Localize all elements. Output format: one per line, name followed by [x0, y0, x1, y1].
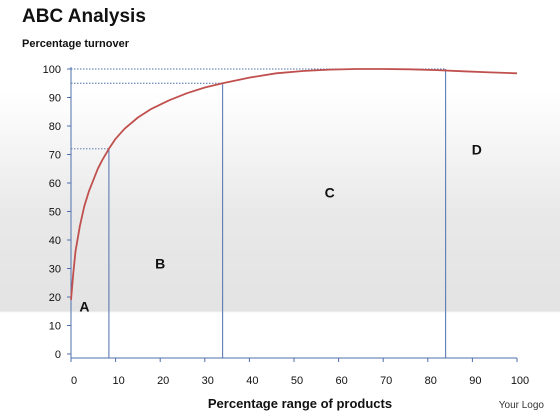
y-tick-label: 10: [49, 321, 61, 333]
x-tick-label: 10: [112, 375, 124, 387]
x-tick-label: 80: [425, 375, 437, 387]
y-tick-label: 90: [49, 93, 61, 105]
x-tick-label: 30: [202, 375, 214, 387]
x-tick-label: 90: [469, 375, 481, 387]
x-tick-label: 40: [246, 375, 258, 387]
region-label: D: [472, 142, 482, 158]
y-tick-label: 40: [49, 235, 61, 247]
y-tick-label: 100: [43, 64, 61, 76]
page-title: ABC Analysis: [22, 6, 146, 27]
x-tick-label: 50: [291, 375, 303, 387]
x-tick-label: 100: [511, 375, 529, 387]
y-tick-label: 30: [49, 264, 61, 276]
x-axis-label: Percentage range of products: [207, 396, 393, 411]
x-tick-label: 70: [380, 375, 392, 387]
x-tick-label: 0: [71, 375, 77, 387]
x-tick-label: 20: [157, 375, 169, 387]
y-tick-label: 20: [49, 292, 61, 304]
x-tick-label: 60: [335, 375, 347, 387]
y-tick-label: 80: [49, 121, 61, 133]
series-line: [70, 68, 518, 300]
region-label: B: [155, 256, 165, 272]
region-label: A: [79, 298, 89, 314]
logo-text: Your Logo: [498, 400, 544, 411]
y-tick-label: 0: [55, 349, 61, 361]
y-axis-label: Percentage turnover: [22, 38, 129, 50]
y-tick-label: 50: [49, 207, 61, 219]
y-tick-label: 60: [49, 178, 61, 190]
region-label: C: [325, 184, 335, 200]
y-tick-label: 70: [49, 150, 61, 162]
